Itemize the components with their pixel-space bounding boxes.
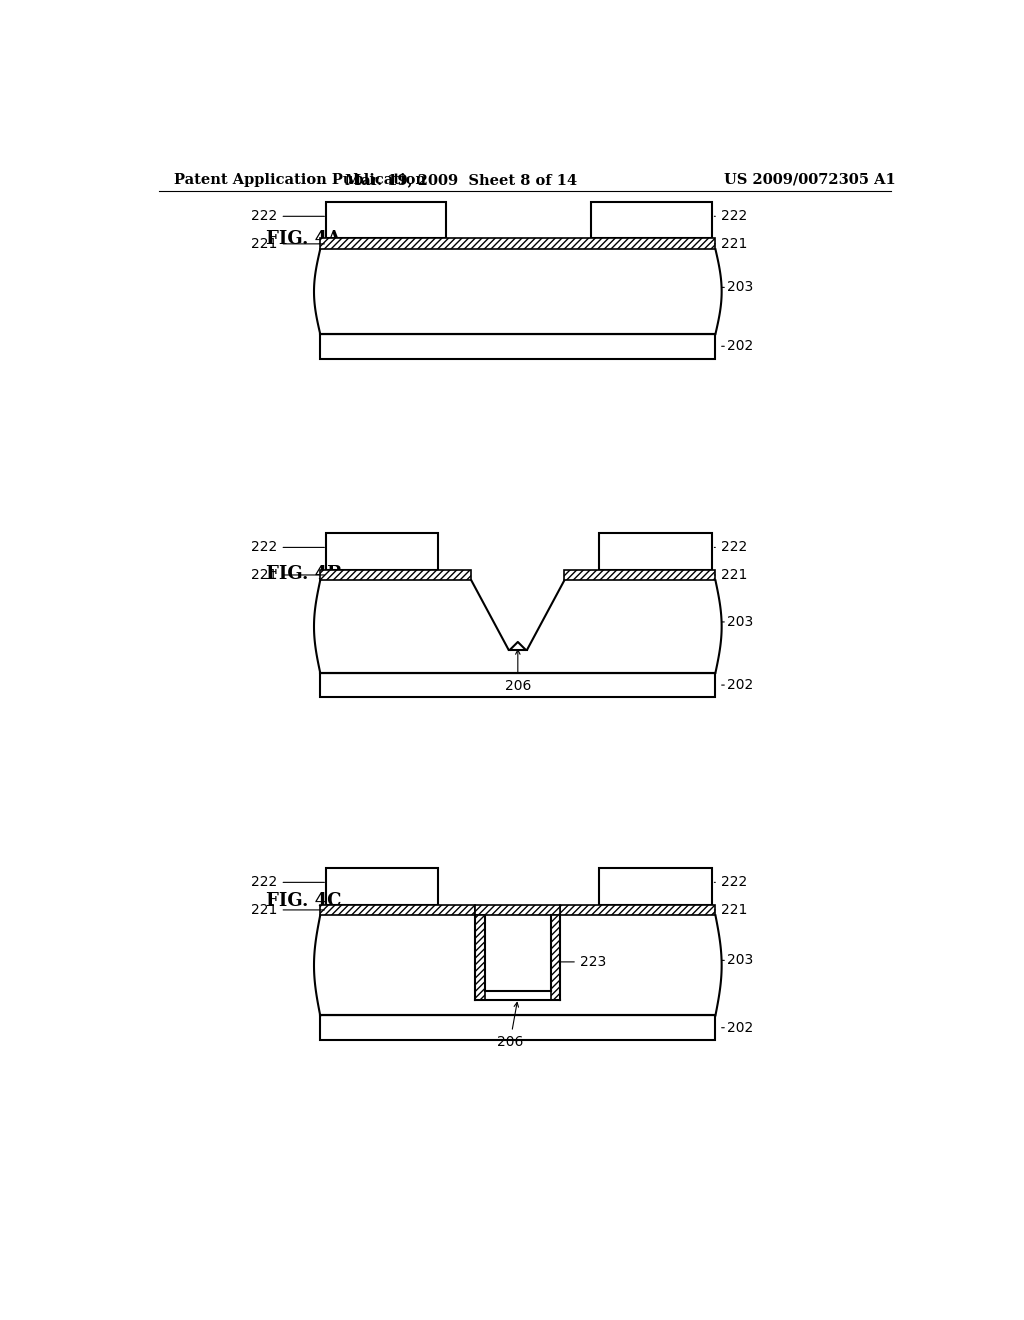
Text: 222: 222 (715, 210, 748, 223)
Text: 206: 206 (505, 649, 531, 693)
Text: FIG. 4C: FIG. 4C (266, 892, 341, 911)
Bar (560, 904, 716, 915)
Text: FIG. 4B: FIG. 4B (266, 565, 342, 583)
Text: 221: 221 (251, 568, 325, 582)
Bar (321, 334, 716, 359)
Text: 203: 203 (722, 280, 754, 294)
Text: 222: 222 (715, 875, 748, 890)
Bar (326, 202, 445, 239)
Text: 203: 203 (722, 615, 754, 628)
Bar (321, 673, 716, 697)
Text: 222: 222 (715, 540, 748, 554)
Text: FIG. 4A: FIG. 4A (266, 230, 341, 248)
Bar (326, 533, 438, 570)
Bar (321, 570, 471, 581)
Text: 222: 222 (251, 210, 325, 223)
Text: 202: 202 (722, 1020, 754, 1035)
Text: Patent Application Publication: Patent Application Publication (174, 173, 427, 187)
Bar (599, 533, 712, 570)
Text: 222: 222 (251, 540, 325, 554)
Bar (564, 570, 716, 581)
Bar (321, 904, 475, 915)
Bar (475, 915, 484, 1001)
Text: Mar. 19, 2009  Sheet 8 of 14: Mar. 19, 2009 Sheet 8 of 14 (345, 173, 578, 187)
Bar (326, 867, 438, 904)
Bar (321, 1015, 716, 1040)
Text: US 2009/0072305 A1: US 2009/0072305 A1 (724, 173, 896, 187)
Bar (321, 239, 716, 249)
Text: 221: 221 (715, 236, 748, 251)
Text: 221: 221 (715, 568, 748, 582)
Text: 222: 222 (251, 875, 325, 890)
Bar (551, 915, 560, 1001)
Text: 221: 221 (251, 903, 325, 917)
Text: 203: 203 (722, 953, 754, 968)
Text: 202: 202 (722, 339, 754, 354)
Text: 206: 206 (497, 1002, 523, 1048)
Bar (599, 867, 712, 904)
Bar (592, 202, 712, 239)
Text: 202: 202 (722, 678, 754, 692)
Text: 221: 221 (715, 903, 748, 917)
Text: 221: 221 (251, 236, 325, 251)
Bar (475, 904, 560, 915)
Text: 223: 223 (558, 954, 606, 969)
